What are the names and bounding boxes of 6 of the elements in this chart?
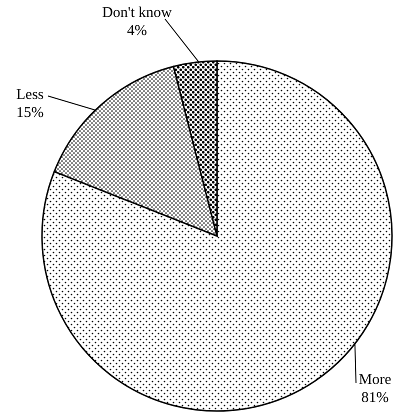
data-label: 4% [127, 23, 147, 39]
slice-label: Less [16, 87, 44, 103]
data-label: 15% [16, 105, 44, 121]
slice-label: More [358, 372, 392, 388]
slice-label: Don't know [102, 5, 172, 21]
data-label: 81% [361, 390, 389, 406]
